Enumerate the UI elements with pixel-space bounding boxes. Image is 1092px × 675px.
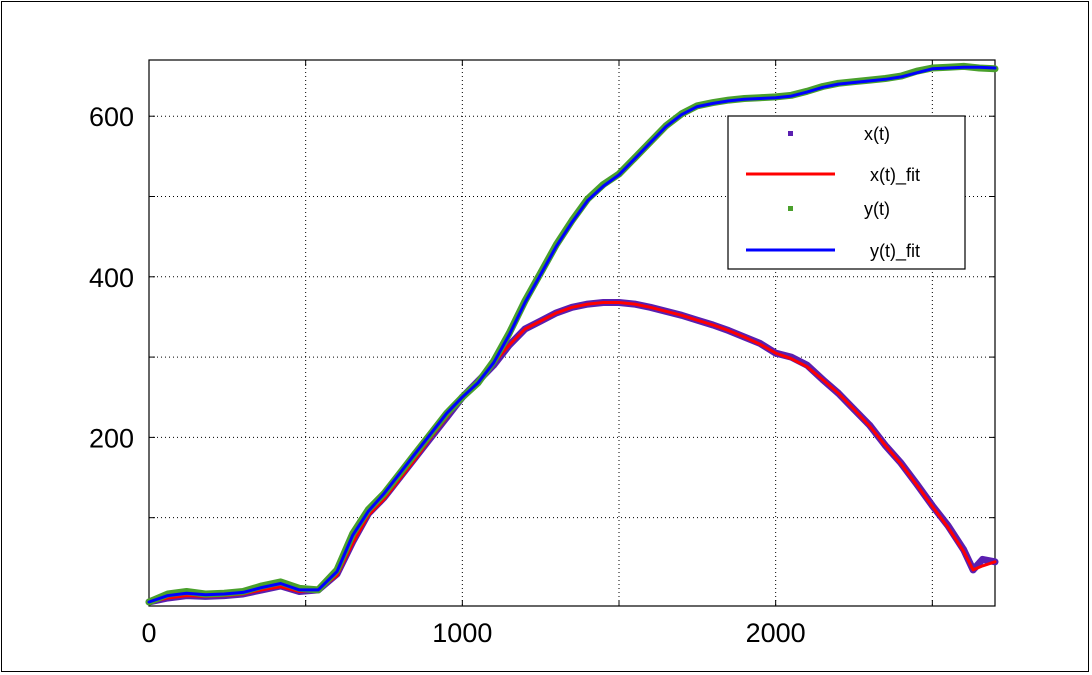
series-marker-band	[145, 299, 999, 606]
legend-marker-y-t	[788, 206, 793, 211]
series-line	[147, 301, 997, 604]
data-point	[184, 589, 190, 594]
legend-marker-x-t	[788, 131, 793, 136]
series-y-t-fit	[147, 65, 997, 604]
data-point	[914, 68, 920, 74]
series-layer	[145, 62, 999, 606]
series-x-t-fit	[147, 301, 997, 604]
legend: x(t) x(t)_fit y(t) y(t)_fit	[727, 115, 966, 270]
x-tick-label: 2000	[746, 618, 806, 648]
legend-label-x-t: x(t)	[864, 124, 890, 144]
y-tick-label: 400	[89, 263, 134, 293]
x-tick-label: 0	[141, 618, 156, 648]
legend-item-x-t: x(t)	[788, 124, 890, 144]
data-point	[278, 579, 284, 585]
legend-label-x-t-fit: x(t)_fit	[870, 165, 920, 186]
data-point	[788, 354, 794, 360]
legend-label-y-t: y(t)	[864, 199, 890, 219]
series-line	[147, 65, 997, 604]
legend-label-y-t-fit: y(t)_fit	[870, 241, 920, 262]
series-x-t	[145, 299, 999, 606]
x-tick-label: 1000	[432, 618, 492, 648]
legend-box	[727, 115, 966, 270]
plot-area-border	[148, 59, 996, 607]
data-point	[980, 556, 985, 562]
data-point	[259, 583, 265, 589]
legend-item-y-t: y(t)	[788, 199, 890, 219]
y-tick-label: 600	[89, 102, 134, 132]
data-point	[165, 591, 171, 597]
legend-item-x-t-fit: x(t)_fit	[746, 165, 920, 186]
data-point	[296, 585, 302, 591]
y-tick-label: 200	[89, 423, 134, 453]
legend-item-y-t-fit: y(t)_fit	[746, 241, 920, 262]
axis-ticks: 0 1000 2000 200 400 600	[89, 60, 995, 648]
